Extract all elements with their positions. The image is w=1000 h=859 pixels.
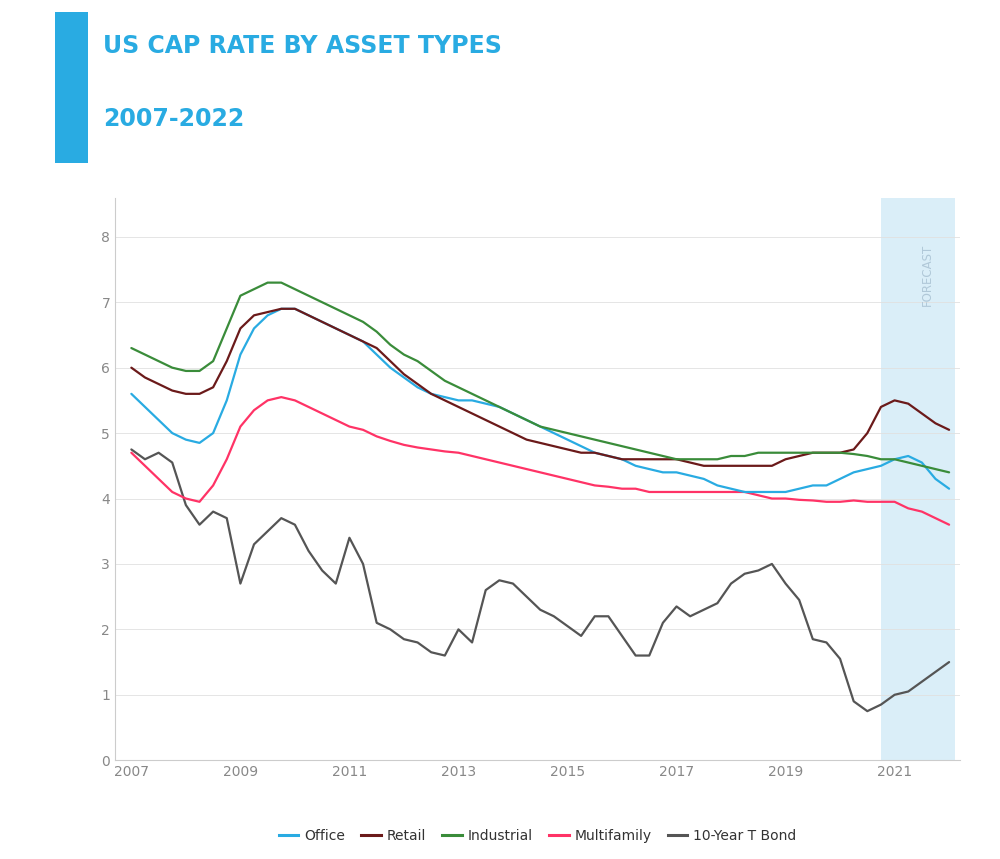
Legend: Office, Retail, Industrial, Multifamily, 10-Year T Bond: Office, Retail, Industrial, Multifamily,… [273,824,802,849]
Bar [881,198,955,760]
Text: 2007-2022: 2007-2022 [103,107,244,131]
Text: US CAP RATE BY ASSET TYPES: US CAP RATE BY ASSET TYPES [103,34,502,58]
Text: FORECAST: FORECAST [921,243,934,306]
Bar [55,12,88,163]
